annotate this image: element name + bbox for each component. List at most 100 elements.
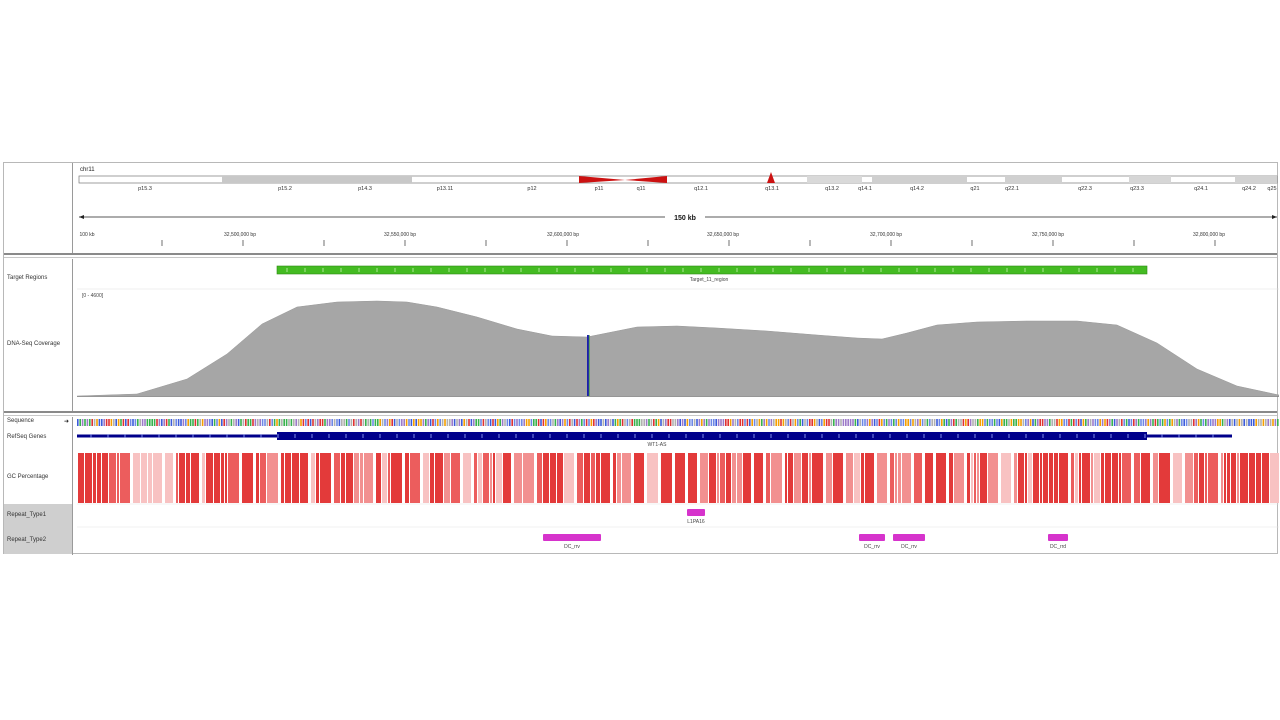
gc-bar xyxy=(242,453,253,503)
repeat2-feature[interactable] xyxy=(543,534,601,541)
sequence-base xyxy=(1195,419,1197,426)
coverage-area[interactable] xyxy=(76,300,1280,397)
sequence-base xyxy=(835,419,837,426)
sequence-base xyxy=(979,419,981,426)
gc-bar xyxy=(865,453,874,503)
sequence-base xyxy=(271,419,273,426)
gc-track-label[interactable]: GC Percentage xyxy=(7,474,49,480)
sequence-base xyxy=(290,419,293,426)
sequence-base xyxy=(924,419,926,426)
sequence-base xyxy=(1145,419,1147,426)
sequence-base xyxy=(513,419,516,426)
sequence-base xyxy=(1238,419,1241,426)
sequence-base xyxy=(617,419,619,426)
gc-bar xyxy=(967,453,970,503)
sequence-base xyxy=(149,419,151,426)
repeat2-feature[interactable] xyxy=(893,534,925,541)
gc-bar xyxy=(1199,453,1204,503)
gc-bar xyxy=(300,453,308,503)
refseq-gene-feature[interactable] xyxy=(277,432,1147,440)
sequence-base xyxy=(288,419,290,426)
sequence-base xyxy=(365,419,367,426)
gc-bar xyxy=(902,453,911,503)
coverage-track-label[interactable]: DNA-Seq Coverage xyxy=(7,341,61,347)
sequence-base xyxy=(729,419,732,426)
repeat2-track-label[interactable]: Repeat_Type2 xyxy=(4,527,72,554)
sequence-base xyxy=(293,419,295,426)
gc-bar xyxy=(360,453,363,503)
sequence-base xyxy=(369,419,372,426)
sequence-base xyxy=(600,419,602,426)
sequence-base xyxy=(1140,419,1142,426)
sequence-base xyxy=(357,419,360,426)
sequence-base xyxy=(285,419,288,426)
gc-bar xyxy=(1033,453,1039,503)
gc-bar xyxy=(451,453,460,503)
sequence-base xyxy=(312,419,314,426)
sequence-base xyxy=(1205,419,1207,426)
sequence-base xyxy=(691,419,693,426)
ruler-tick-label: 32,700,000 bp xyxy=(870,232,902,238)
gc-bar xyxy=(809,453,811,503)
sequence-base xyxy=(86,419,89,426)
repeat2-feature[interactable] xyxy=(859,534,885,541)
target-region-feature[interactable] xyxy=(276,265,1148,275)
strand-arrow-icon[interactable]: ➜ xyxy=(63,419,69,425)
sequence-base xyxy=(789,419,792,426)
gc-bar xyxy=(861,453,864,503)
sequence-base xyxy=(266,419,269,426)
sequence-base xyxy=(389,419,391,426)
gc-bar xyxy=(577,453,583,503)
gc-bar xyxy=(1270,453,1280,503)
ideogram-ruler-svg[interactable]: chr11 p15.3 p15.2 p14.3 p13.11 p12 p11 q11 q12.… xyxy=(77,163,1279,253)
gc-content-track[interactable] xyxy=(78,453,1280,503)
sequence-base xyxy=(842,419,845,426)
sequence-base xyxy=(732,419,734,426)
gc-bar xyxy=(1205,453,1207,503)
sequence-base xyxy=(1087,419,1089,426)
sequence-base xyxy=(281,419,283,426)
gc-bar xyxy=(591,453,595,503)
sequence-base xyxy=(722,419,725,426)
sequence-base xyxy=(840,419,842,426)
sequence-base xyxy=(1003,419,1005,426)
sequence-base xyxy=(249,419,252,426)
sequence-base xyxy=(1217,419,1219,426)
sequence-base xyxy=(185,419,187,426)
sequence-base xyxy=(417,419,420,426)
sequence-base xyxy=(1178,419,1181,426)
refseq-track-label[interactable]: RefSeq Genes xyxy=(7,434,47,440)
repeat2-feature[interactable] xyxy=(1048,534,1068,541)
feature-tracks-svg[interactable]: WT1-AS L1PA16 DC_rrv DC_rrv DC_rrv DC_rr… xyxy=(77,417,1280,555)
sequence-base xyxy=(1041,419,1044,426)
repeat2-feature-label: DC_rrv xyxy=(901,544,917,550)
data-tracks-svg[interactable]: Target_11_region [0 - 4600] xyxy=(76,259,1280,411)
gc-bar xyxy=(709,453,716,503)
sequence-base xyxy=(223,419,225,426)
repeat1-feature[interactable] xyxy=(687,509,705,516)
sequence-base xyxy=(273,419,276,426)
sequence-base xyxy=(813,419,816,426)
gc-bar xyxy=(109,453,116,503)
repeat1-track-label[interactable]: Repeat_Type1 xyxy=(4,504,72,527)
sequence-base xyxy=(787,419,789,426)
sequence-base xyxy=(684,419,686,426)
ruler-tick-label: 32,550,000 bp xyxy=(384,232,416,238)
sequence-base xyxy=(619,419,621,426)
target-regions-track-label[interactable]: Target Regions xyxy=(7,275,48,281)
sequence-base xyxy=(547,419,549,426)
sequence-base xyxy=(1037,419,1039,426)
sequence-track-label[interactable]: Sequence ➜ xyxy=(7,418,71,425)
sequence-base xyxy=(749,419,751,426)
gc-bar xyxy=(503,453,511,503)
sequence-track[interactable] xyxy=(77,419,1279,426)
sequence-base xyxy=(201,419,204,426)
sequence-base xyxy=(782,419,785,426)
gc-bar xyxy=(1249,453,1255,503)
band-label: p15.3 xyxy=(138,186,152,192)
sequence-base xyxy=(914,419,917,426)
sequence-base xyxy=(509,419,511,426)
sequence-base xyxy=(230,419,233,426)
sequence-base xyxy=(588,419,590,426)
sequence-base xyxy=(852,419,854,426)
